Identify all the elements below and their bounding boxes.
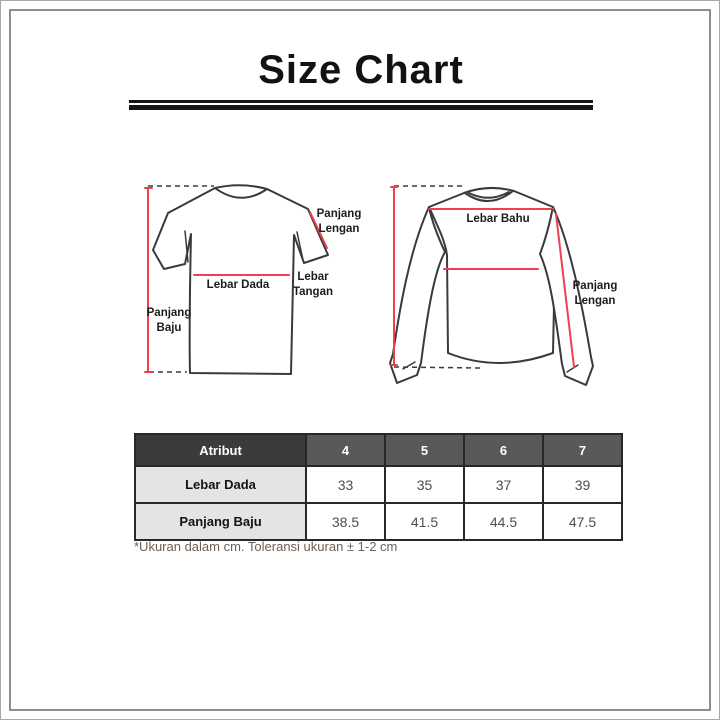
table-row-panjang-baju: Panjang Baju 38.5 41.5 44.5 47.5 xyxy=(134,502,623,541)
divider-thick-line xyxy=(129,105,593,110)
cell-panjang-baju-6: 44.5 xyxy=(463,502,544,541)
sweater-torso xyxy=(428,187,560,364)
sweater-left-sleeve xyxy=(389,206,446,384)
table-row-lebar-dada: Lebar Dada 33 35 37 39 xyxy=(134,465,623,504)
title-divider xyxy=(129,100,593,110)
cell-lebar-dada-5: 35 xyxy=(384,465,465,504)
measure-line-body-length-long xyxy=(390,186,398,366)
cell-panjang-baju-7: 47.5 xyxy=(542,502,623,541)
cell-lebar-dada-4: 33 xyxy=(305,465,386,504)
column-header-size-4: 4 xyxy=(305,433,386,467)
cell-lebar-dada-6: 37 xyxy=(463,465,544,504)
row-label-panjang-baju: Panjang Baju xyxy=(134,502,307,541)
table-header-row: Atribut 4 5 6 7 xyxy=(134,433,623,467)
sweater-dashed-extents xyxy=(393,185,481,369)
label-lebar-dada: Lebar Dada xyxy=(206,279,270,291)
column-header-size-5: 5 xyxy=(384,433,465,467)
label-panjang-baju: Panjang Baju xyxy=(146,307,192,334)
sweater-measurement-lines xyxy=(390,186,575,368)
page-title: Size Chart xyxy=(258,48,464,92)
label-lebar-tangan: Lebar Tangan xyxy=(292,271,334,298)
tshirt-sleeve-seams xyxy=(184,230,304,263)
column-header-size-6: 6 xyxy=(463,433,544,467)
label-panjang-lengan-short: Panjang Lengan xyxy=(316,208,362,235)
short-sleeve-shirt-diagram xyxy=(152,184,329,375)
row-label-lebar-dada: Lebar Dada xyxy=(134,465,307,504)
cell-panjang-baju-5: 41.5 xyxy=(384,502,465,541)
measure-line-panjang-baju xyxy=(144,187,153,373)
label-panjang-lengan-long: Panjang Lengan xyxy=(572,280,618,307)
tshirt-dashed-extents xyxy=(148,185,214,373)
divider-thin-line xyxy=(129,100,593,103)
label-lebar-bahu: Lebar Bahu xyxy=(466,213,530,225)
measure-line-panjang-lengan-long xyxy=(555,213,575,368)
tshirt-measurement-lines xyxy=(144,187,328,373)
sweater-collar xyxy=(464,190,514,202)
tshirt-collar xyxy=(214,187,268,199)
measure-line-panjang-lengan-short xyxy=(309,211,328,249)
cell-lebar-dada-7: 39 xyxy=(542,465,623,504)
units-footnote: *Ukuran dalam cm. Toleransi ukuran ± 1-2… xyxy=(134,539,398,554)
column-header-size-7: 7 xyxy=(542,433,623,467)
tshirt-outline xyxy=(152,184,329,375)
size-table: Atribut 4 5 6 7 Lebar Dada 33 35 37 39 P… xyxy=(134,433,623,541)
column-header-atribut: Atribut xyxy=(134,433,307,467)
cell-panjang-baju-4: 38.5 xyxy=(305,502,386,541)
